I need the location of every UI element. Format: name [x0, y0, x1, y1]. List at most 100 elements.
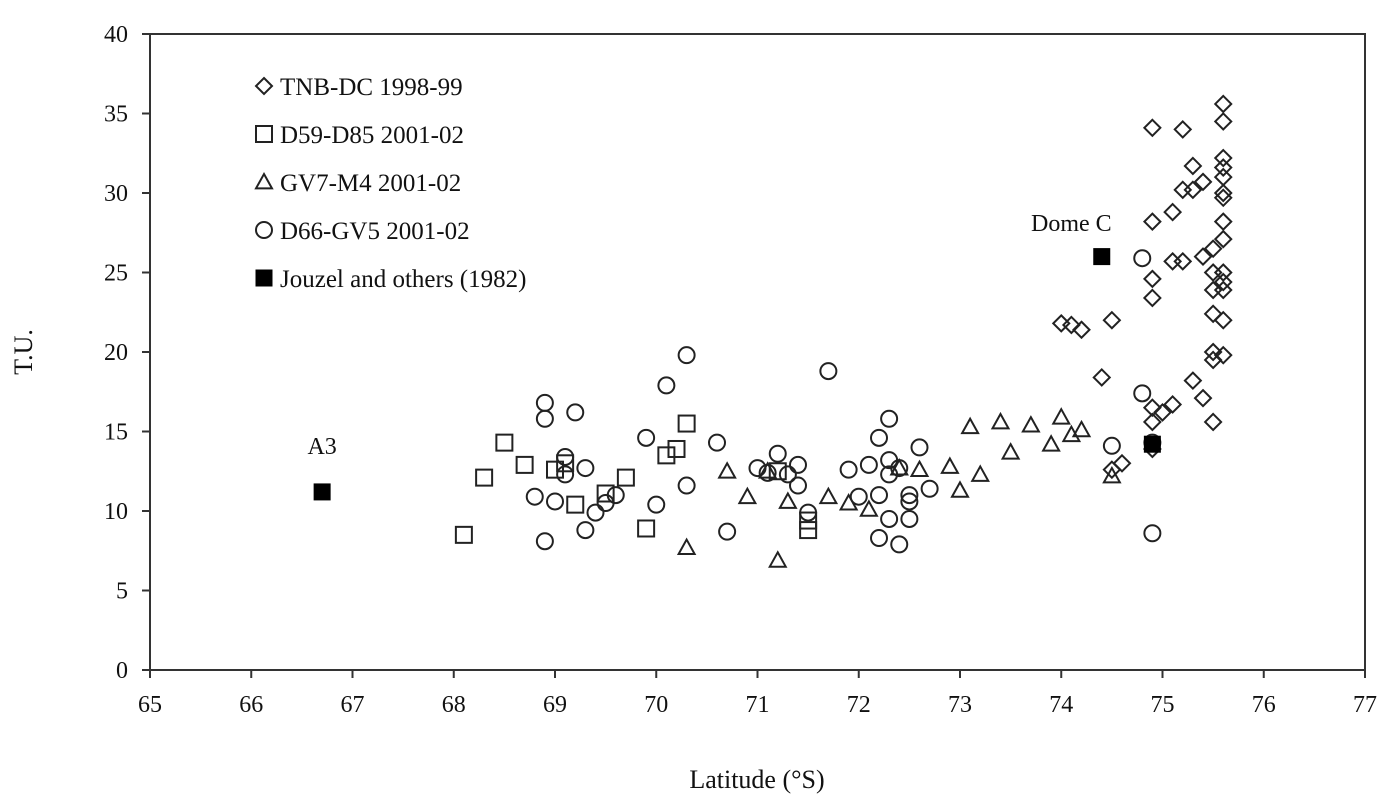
circle-data-point — [535, 532, 554, 551]
annotation-label: A3 — [307, 434, 336, 460]
legend-marker — [255, 269, 273, 287]
diamond-data-point — [1142, 398, 1162, 418]
circle-data-point — [1133, 249, 1152, 268]
circle-data-point — [839, 460, 858, 479]
diamond-data-point — [1142, 412, 1162, 432]
filled-square-data-point — [1143, 435, 1161, 453]
circle-data-point — [677, 346, 696, 365]
circle-data-point — [870, 529, 888, 548]
circle-data-point — [890, 459, 909, 478]
triangle-data-point — [1102, 465, 1122, 484]
diamond-data-point — [1213, 183, 1233, 203]
y-tick-label: 20 — [104, 340, 128, 366]
diamond-data-point — [1163, 395, 1183, 414]
diamond-data-point — [1213, 158, 1233, 177]
x-tick-label: 65 — [138, 692, 162, 718]
diamond-data-point — [1203, 412, 1223, 432]
y-tick-label: 15 — [104, 420, 128, 446]
diamond-data-point — [1213, 345, 1233, 365]
square-data-point — [454, 525, 473, 544]
y-tick-label: 0 — [116, 658, 128, 684]
y-tick-label: 10 — [104, 499, 128, 525]
circle-data-point — [859, 455, 878, 474]
diamond-data-point — [1213, 148, 1233, 168]
diamond-data-point — [1213, 272, 1233, 292]
legend-marker — [254, 76, 274, 96]
circle-data-point — [880, 509, 899, 528]
triangle-data-point — [676, 537, 697, 555]
diamond-data-point — [1142, 269, 1162, 289]
circle-data-point — [819, 362, 838, 381]
legend-entry-label: Jouzel and others (1982) — [280, 266, 526, 293]
circle-data-point — [910, 438, 929, 457]
diamond-data-point — [1213, 280, 1233, 300]
y-axis-title: T.U. — [9, 329, 38, 375]
square-data-point — [637, 519, 656, 538]
circle-data-point — [718, 522, 737, 541]
x-tick-label: 66 — [239, 692, 263, 718]
y-tick-label: 35 — [104, 102, 128, 128]
legend-entry-label: D59-D85 2001-02 — [280, 122, 464, 149]
square-data-point — [799, 511, 818, 530]
diamond-data-point — [1072, 320, 1091, 340]
x-tick-label: 69 — [543, 692, 567, 718]
square-data-point — [616, 468, 635, 487]
y-tick-label: 5 — [116, 579, 128, 605]
y-tick-label: 30 — [104, 181, 128, 207]
triangle-data-point — [889, 458, 909, 476]
triangle-data-point — [960, 416, 980, 435]
diamond-data-point — [1213, 263, 1233, 282]
diamond-data-point — [1213, 112, 1233, 131]
circle-data-point — [778, 465, 797, 484]
diamond-data-point — [1213, 212, 1233, 232]
triangle-data-point — [757, 461, 778, 479]
diamond-data-point — [1183, 180, 1203, 200]
triangle-data-point — [768, 550, 788, 568]
circle-data-point — [637, 428, 656, 447]
diamond-data-point — [1213, 94, 1233, 114]
legend: TNB-DC 1998-99 D59-D85 2001-02 GV7-M4 2001… — [254, 74, 526, 293]
circle-data-point — [546, 492, 564, 511]
x-tick-label: 75 — [1151, 692, 1175, 718]
legend-entry-label: D66-GV5 2001-02 — [280, 218, 470, 245]
circle-data-point — [708, 433, 726, 452]
circle-data-point — [758, 463, 777, 482]
circle-data-point — [900, 486, 919, 505]
square-data-point — [657, 446, 676, 465]
triangle-data-point — [909, 459, 930, 478]
diamond-data-point — [1203, 239, 1223, 259]
diamond-data-point — [1112, 453, 1132, 473]
y-tick-label: 40 — [104, 22, 128, 48]
circle-data-point — [556, 465, 575, 484]
diamond-data-point — [1203, 304, 1223, 324]
legend-marker — [254, 171, 274, 190]
circle-data-point — [677, 476, 696, 495]
diamond-data-point — [1203, 342, 1223, 362]
circle-data-point — [566, 403, 585, 422]
circle-data-point — [768, 444, 787, 463]
triangle-data-point — [1071, 419, 1092, 438]
triangle-data-point — [940, 456, 960, 474]
circle-data-point — [870, 428, 888, 447]
x-axis-title: Latitude (°S) — [689, 765, 824, 794]
diamond-data-point — [1142, 118, 1162, 138]
diamond-data-point — [1183, 156, 1203, 176]
diamond-data-point — [1102, 310, 1122, 330]
triangle-data-point — [970, 464, 990, 482]
diamond-data-point — [1213, 310, 1233, 330]
filled-square-data-point — [1093, 248, 1111, 266]
circle-data-point — [535, 409, 554, 428]
triangle-data-point — [778, 491, 798, 509]
circle-data-point — [880, 409, 899, 428]
circle-data-point — [890, 535, 909, 554]
square-data-point — [596, 484, 615, 503]
circle-data-point — [789, 455, 807, 474]
square-data-point — [677, 414, 696, 433]
triangle-data-point — [1041, 434, 1061, 452]
plot-area — [149, 33, 1366, 671]
annotation-label: Dome C — [1031, 211, 1112, 237]
square-data-point — [667, 439, 686, 458]
circle-data-point — [920, 479, 939, 498]
circle-data-point — [576, 521, 595, 540]
